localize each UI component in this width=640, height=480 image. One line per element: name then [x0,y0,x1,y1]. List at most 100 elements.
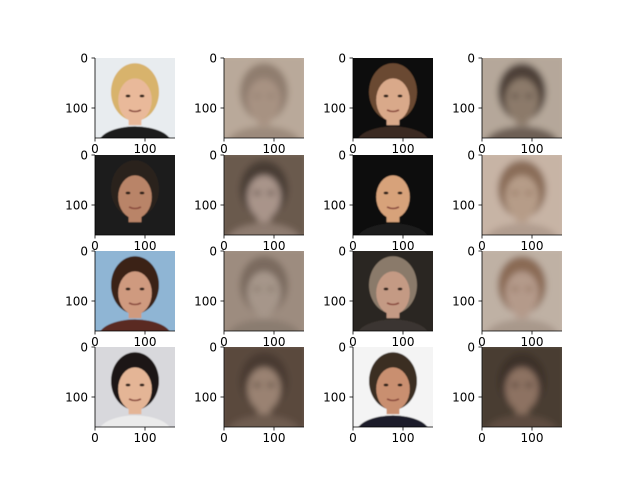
panel-16-reconstruction: 0 100 0 100 [452,341,562,445]
y-tick-label: 0 [338,52,346,66]
x-tick-label: 0 [220,335,228,349]
y-tick-label: 0 [80,52,88,66]
mouth [128,109,142,113]
eye-left-blur [253,190,261,196]
y-tick-label: 0 [80,245,88,259]
face-region [505,271,539,315]
eye-left-blur [511,286,519,292]
clothing-region [358,415,428,427]
x-tick-label: 100 [392,335,415,349]
clothing-region [100,415,170,427]
panel-axes: 0 100 0 100 [452,341,562,445]
x-tick-label: 100 [263,335,286,349]
reconstruction-image [482,155,562,235]
x-tick-label: 0 [91,239,99,253]
clothing-region [229,415,299,427]
original-photo-image [353,58,433,138]
y-tick-label: 100 [452,199,475,213]
x-tick-label: 0 [220,239,228,253]
panel-4-reconstruction: 0 100 0 100 [452,52,562,156]
face-region [118,271,152,315]
y-tick-label: 0 [338,149,346,163]
eye-left [125,287,131,291]
original-photo-image [95,347,175,427]
x-tick-label: 100 [392,431,415,445]
panel-14-reconstruction: 0 100 0 100 [194,341,304,445]
y-tick-label: 100 [65,102,88,116]
x-tick-label: 0 [91,142,99,156]
panel-2-reconstruction: 0 100 0 100 [194,52,304,156]
clothing-region [487,223,557,235]
eye-right-blur [525,190,533,196]
reconstruction-image [482,58,562,138]
eye-left [125,191,131,195]
panel-axes: 0 100 0 100 [323,341,433,445]
mouth [128,206,142,210]
mouth [128,398,142,402]
panel-13-original-photo: 0 100 0 100 [65,341,175,445]
panel-axes: 0 100 0 100 [65,149,175,253]
y-tick-label: 0 [209,245,217,259]
clothing-region [358,126,428,138]
eye-left [383,94,389,98]
panel-5-original-photo: 0 100 0 100 [65,149,175,253]
face-region [376,367,410,411]
eye-right-blur [267,93,275,99]
y-tick-label: 100 [323,295,346,309]
y-tick-label: 0 [209,52,217,66]
original-photo-image [353,347,433,427]
x-tick-label: 0 [91,335,99,349]
reconstruction-image [224,58,304,138]
face-region [118,175,152,219]
panel-axes: 0 100 0 100 [323,245,433,349]
eye-right-blur [525,286,533,292]
y-tick-label: 100 [452,295,475,309]
x-tick-label: 0 [349,142,357,156]
x-tick-label: 100 [521,239,544,253]
x-tick-label: 100 [521,431,544,445]
eye-left [383,287,389,291]
mouth [386,302,400,306]
eye-right-blur [267,286,275,292]
clothing-region [487,319,557,331]
mouth [128,302,142,306]
x-tick-label: 0 [349,239,357,253]
face-region [376,271,410,315]
panel-3-original-photo: 0 100 0 100 [323,52,433,156]
panel-axes: 0 100 0 100 [323,149,433,253]
eye-right [139,191,145,195]
eye-left-blur [253,286,261,292]
panel-axes: 0 100 0 100 [194,149,304,253]
eye-right [397,383,403,387]
eye-right [397,287,403,291]
x-tick-label: 0 [349,431,357,445]
panel-axes: 0 100 0 100 [194,245,304,349]
face-region [505,78,539,122]
y-tick-label: 100 [452,102,475,116]
face-region [247,367,281,411]
eye-right [139,287,145,291]
clothing-region [100,319,170,331]
face-region [376,175,410,219]
panel-12-reconstruction: 0 100 0 100 [452,245,562,349]
clothing-region [100,223,170,235]
panel-1-original-photo: 0 100 0 100 [65,52,175,156]
face-region [505,175,539,219]
mouth [386,398,400,402]
face-region [247,175,281,219]
panel-axes: 0 100 0 100 [194,341,304,445]
clothing-region [229,223,299,235]
y-tick-label: 0 [467,149,475,163]
clothing-region [100,126,170,138]
y-tick-label: 0 [467,52,475,66]
reconstruction-image [482,347,562,427]
x-tick-label: 0 [220,142,228,156]
eye-left [383,383,389,387]
eye-left [125,383,131,387]
x-tick-label: 100 [134,239,157,253]
x-tick-label: 0 [478,239,486,253]
panel-axes: 0 100 0 100 [65,245,175,349]
x-tick-label: 100 [134,431,157,445]
eye-left [125,94,131,98]
